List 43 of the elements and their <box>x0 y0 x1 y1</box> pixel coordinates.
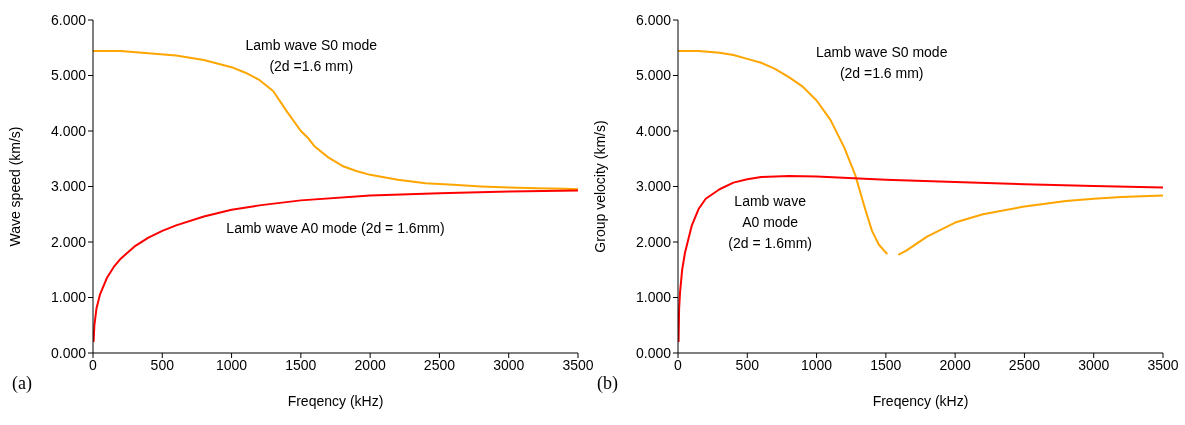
series-label: Lamb wave A0 mode (2d = 1.6mm) <box>226 220 445 237</box>
y-tick-label: 5.000 <box>635 67 672 84</box>
y-tick-label: 2.000 <box>50 233 87 250</box>
x-tick-label: 500 <box>150 356 175 373</box>
y-tick-label: 0.000 <box>50 344 87 361</box>
y-tick-label: 5.000 <box>50 67 87 84</box>
x-axis-title: Freqency (kHz) <box>287 393 384 409</box>
x-tick-label: 3000 <box>1078 356 1110 373</box>
x-tick-label: 3500 <box>562 356 594 373</box>
x-tick-label: 500 <box>735 356 760 373</box>
y-tick-label: 4.000 <box>635 122 672 139</box>
text: (a) <box>12 373 32 394</box>
line-series <box>678 174 1163 343</box>
series-label: Lamb wave A0 mode (2d = 1.6mm) <box>728 193 812 252</box>
x-tick-label: 0 <box>674 356 683 373</box>
y-axis-title: Group velocity (km/s) <box>591 120 608 253</box>
text: (b) <box>597 373 618 394</box>
y-tick-label: 2.000 <box>635 233 672 250</box>
line-series <box>93 50 578 191</box>
y-axis-title: Wave speed (km/s) <box>6 126 23 247</box>
line-series <box>93 189 578 343</box>
x-tick-label: 2000 <box>354 356 386 373</box>
y-tick-label: 6.000 <box>635 11 672 28</box>
y-tick-label: 4.000 <box>50 122 87 139</box>
x-tick-label: 2500 <box>423 356 456 373</box>
x-tick-label: 2000 <box>939 356 971 373</box>
x-tick-label: 0 <box>89 356 98 373</box>
series-label: Lamb wave S0 mode (2d =1.6 mm) <box>245 36 378 74</box>
x-tick-label: 2500 <box>1008 356 1041 373</box>
series-label: Lamb wave S0 mode (2d =1.6 mm) <box>815 43 948 81</box>
y-tick-label: 6.000 <box>50 11 87 28</box>
x-tick-label: 1500 <box>285 356 317 373</box>
y-tick-label: 0.000 <box>635 344 672 361</box>
x-tick-label: 1000 <box>800 356 833 373</box>
x-tick-label: 1000 <box>215 356 248 373</box>
x-tick-label: 3500 <box>1147 356 1179 373</box>
y-tick-label: 1.000 <box>635 289 672 306</box>
x-tick-label: 3000 <box>493 356 525 373</box>
y-tick-label: 1.000 <box>50 289 87 306</box>
y-tick-label: 3.000 <box>635 178 672 195</box>
y-tick-label: 3.000 <box>50 178 87 195</box>
x-axis-title: Freqency (kHz) <box>872 393 969 409</box>
x-tick-label: 1500 <box>870 356 902 373</box>
